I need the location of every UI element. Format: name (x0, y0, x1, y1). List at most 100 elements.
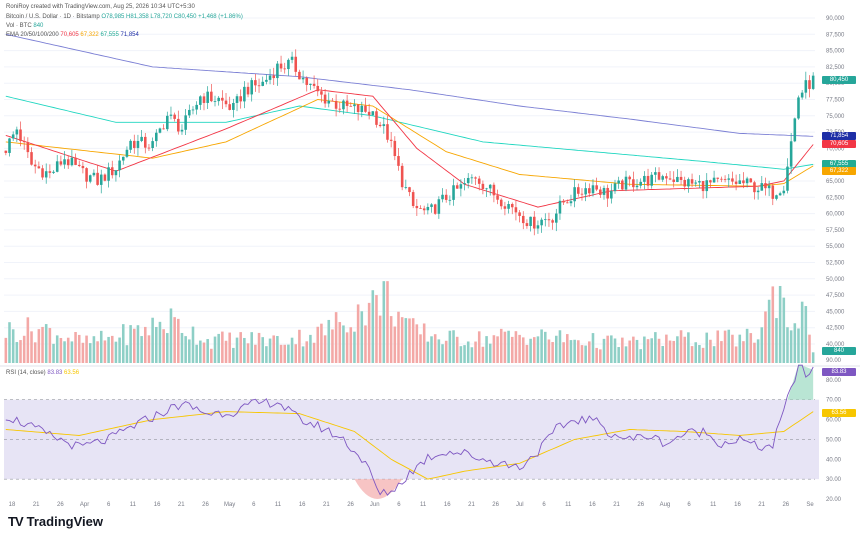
candle-body (364, 105, 367, 112)
candle-body (676, 176, 679, 182)
time-tick-label: 18 (9, 502, 16, 508)
time-tick-label: 16 (154, 502, 161, 508)
candle-body (11, 134, 15, 139)
candle-body (529, 216, 532, 227)
volume-bar (543, 331, 547, 363)
volume-bar (283, 344, 287, 363)
price-tick-label: 62,500 (826, 195, 845, 201)
volume-bar (397, 311, 400, 363)
candle-body (555, 213, 558, 223)
volume-bar (679, 330, 683, 363)
candle-body (66, 159, 70, 166)
rsi-indicator-label[interactable]: RSI (14, close) 83.83 63.56 (6, 369, 79, 377)
candle-body (327, 100, 331, 104)
candle-body (294, 56, 298, 72)
volume-bar (419, 334, 422, 363)
volume-bar (698, 345, 701, 363)
volume-bar (228, 332, 231, 363)
volume-bar (312, 342, 316, 363)
candle-body (543, 219, 547, 221)
candle-body (44, 171, 48, 178)
volume-bar (217, 333, 220, 363)
volume-bar (110, 335, 114, 363)
volume-tag: 840 (822, 347, 856, 355)
candle-body (518, 212, 521, 216)
volume-bar (657, 338, 661, 363)
ema20-line (5, 89, 814, 208)
volume-bar (202, 342, 206, 363)
price-tick-label: 75,000 (826, 114, 845, 120)
time-tick-label: 26 (492, 502, 499, 508)
ema-indicator-label[interactable]: EMA 20/50/100/200 70,605 67,322 67,555 7… (6, 31, 139, 39)
volume-bar (580, 345, 584, 363)
volume-indicator-label[interactable]: Vol · BTC 840 (6, 22, 43, 30)
candle-body (301, 77, 305, 80)
volume-bar (415, 324, 419, 363)
candle-body (26, 142, 30, 153)
candle-body (125, 149, 129, 157)
time-tick-label: 6 (107, 502, 111, 508)
candle-body (99, 174, 103, 185)
time-tick-label: 21 (613, 502, 620, 508)
candle-body (184, 115, 187, 130)
ema100-line (5, 95, 814, 170)
volume-bar (503, 331, 507, 363)
rsi-oversold-fill (354, 479, 403, 499)
volume-bar (694, 342, 698, 363)
volume-bar (771, 286, 775, 363)
volume-bar (753, 342, 756, 363)
volume-bar (433, 334, 437, 363)
candle-body (536, 225, 540, 229)
symbol-name[interactable]: Bitcoin / U.S. Dollar · 1D · Bitstamp (6, 14, 100, 20)
ema200-value: 71,854 (120, 32, 139, 38)
candle-body (393, 140, 397, 157)
candle-body (632, 179, 635, 188)
candle-body (496, 195, 499, 200)
candle-body (195, 104, 198, 110)
rsi-tick-label: 30.00 (826, 477, 842, 483)
volume-bar (11, 329, 15, 363)
volume-bar (654, 332, 657, 363)
candle-body (789, 141, 793, 167)
candle-body (448, 199, 452, 201)
candle-body (70, 157, 74, 166)
time-tick-label: 26 (57, 502, 64, 508)
volume-bar (518, 334, 521, 363)
candle-body (566, 202, 569, 204)
candle-body (92, 172, 96, 176)
time-tick-label: 16 (444, 502, 451, 508)
volume-bar (448, 330, 452, 363)
ohlc-values: O78,985 H81,358 L78,720 C80,450 +1,468 (… (101, 14, 243, 20)
candle-body (261, 81, 264, 86)
volume-bar (742, 341, 745, 363)
tradingview-logo[interactable]: TV TradingView (8, 514, 103, 529)
volume-bar (731, 334, 734, 363)
candle-body (595, 185, 598, 190)
volume-bar (599, 349, 602, 363)
candle-body (345, 100, 349, 106)
volume-bar (734, 346, 738, 363)
candle-body (488, 184, 492, 189)
volume-bar (298, 329, 301, 363)
candle-body (749, 178, 753, 183)
time-tick-label: 26 (782, 502, 789, 508)
candle-body (114, 170, 118, 176)
candle-body (643, 175, 646, 182)
ema200-line (5, 33, 814, 137)
volume-bar (8, 322, 11, 363)
candle-body (584, 188, 587, 195)
volume-bar (210, 348, 213, 363)
ema50-line (5, 99, 814, 187)
candle-body (166, 115, 169, 130)
candle-body (228, 104, 231, 110)
volume-bar (573, 339, 576, 363)
candle-body (811, 75, 815, 89)
time-tick-label: 6 (397, 502, 401, 508)
candle-body (430, 204, 433, 207)
candle-body (602, 187, 606, 195)
price-tick-label: 47,500 (826, 293, 845, 299)
volume-bar (525, 344, 529, 363)
candle-body (540, 219, 543, 226)
candle-body (41, 168, 44, 178)
